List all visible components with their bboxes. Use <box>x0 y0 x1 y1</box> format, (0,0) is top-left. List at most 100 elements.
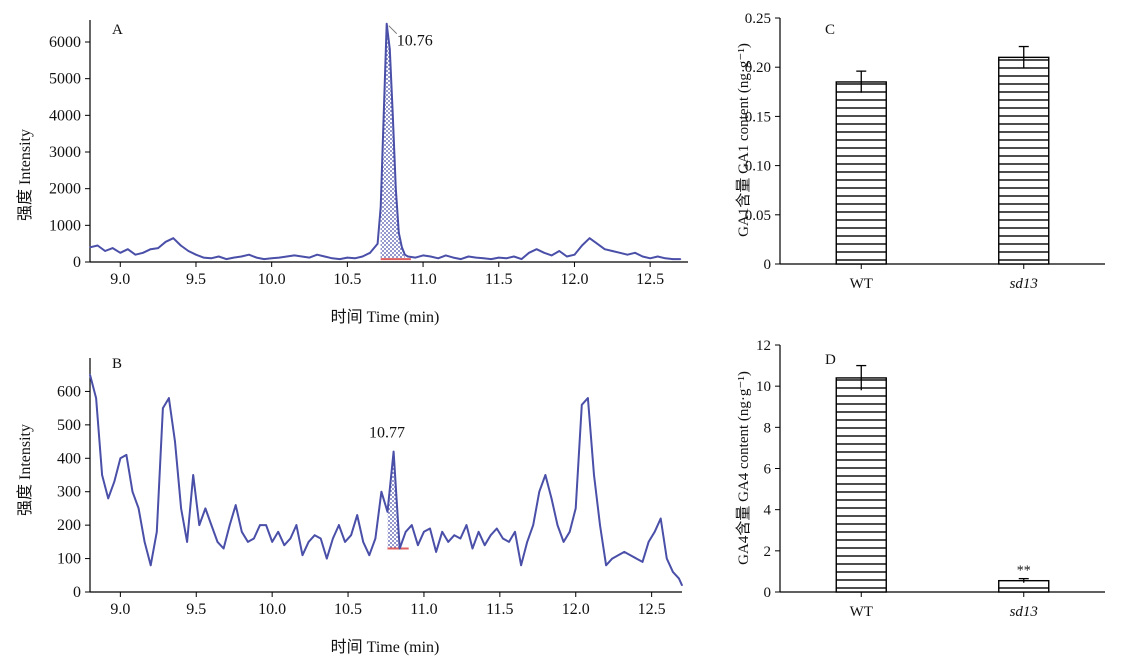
chromatogram-trace <box>89 374 683 586</box>
trace-point <box>672 258 674 260</box>
trace-point <box>532 524 534 526</box>
trace-point <box>386 511 389 513</box>
trace-point <box>395 187 397 190</box>
category-label: WT <box>850 276 873 292</box>
trace-point <box>307 541 310 543</box>
trace-point <box>653 531 656 533</box>
trace-point <box>241 531 243 533</box>
trace-point <box>225 258 228 260</box>
trace-point <box>611 250 614 252</box>
y-tick-label: 400 <box>57 450 81 467</box>
y-tick-label: 0.10 <box>745 159 771 175</box>
trace-point <box>445 254 447 257</box>
x-tick-label: 9.5 <box>186 271 206 288</box>
trace-point <box>452 256 455 259</box>
y-tick-label: 0 <box>764 257 772 273</box>
category-label: sd13 <box>1010 276 1038 292</box>
y-tick-label: 300 <box>57 484 81 501</box>
trace-point <box>265 524 267 526</box>
y-tick-label: 0.20 <box>745 60 771 76</box>
trace-point <box>149 564 152 567</box>
trace-point <box>502 537 504 540</box>
trace-point <box>157 247 159 249</box>
trace-point <box>186 541 188 543</box>
trace-point <box>134 253 137 256</box>
trace-point <box>217 255 220 258</box>
trace-point <box>423 531 425 533</box>
trace-point <box>417 544 419 546</box>
trace-point <box>647 541 650 543</box>
trace-point <box>611 557 613 560</box>
trace-point <box>526 541 528 543</box>
y-tick-label: 4 <box>764 503 772 519</box>
trace-point <box>411 524 413 526</box>
trace-point <box>255 256 258 259</box>
trace-point <box>180 244 182 247</box>
trace-point <box>467 255 470 258</box>
trace-point <box>617 554 619 556</box>
trace-point <box>520 564 522 567</box>
trace-point <box>295 524 298 526</box>
x-tick-label: 11.5 <box>486 601 513 618</box>
y-tick-label: 0.05 <box>745 208 771 224</box>
trace-point <box>465 524 468 526</box>
trace-point <box>666 557 668 560</box>
x-tick-label: 12.5 <box>636 271 664 288</box>
trace-point <box>301 255 303 258</box>
trace-point <box>623 551 626 553</box>
trace-point <box>414 256 417 259</box>
y-tick-label: 200 <box>57 517 81 534</box>
trace-point <box>603 248 606 250</box>
bar <box>998 56 1050 265</box>
x-tick-label: 12.0 <box>562 601 590 618</box>
x-tick-label: 12.0 <box>560 271 588 288</box>
trace-point <box>338 524 340 526</box>
trace-point <box>490 258 493 260</box>
trace-point <box>535 248 538 250</box>
peak-label: 10.76 <box>397 33 433 50</box>
trace-point <box>125 454 128 456</box>
trace-point <box>626 253 629 256</box>
y-tick-label: 12 <box>756 338 771 354</box>
y-tick-label: 5000 <box>49 71 81 88</box>
trace-point <box>119 252 122 254</box>
y-tick-label: 0 <box>764 585 772 601</box>
x-tick-label: 9.0 <box>110 271 130 288</box>
trace-point <box>202 256 205 259</box>
trace-point <box>587 397 589 399</box>
trace-point <box>429 255 432 258</box>
peak-area <box>380 23 405 260</box>
trace-point <box>508 541 510 543</box>
trace-point <box>277 531 280 533</box>
trace-point <box>313 534 316 536</box>
trace-point <box>283 544 286 546</box>
trace-point <box>253 537 255 540</box>
trace-point <box>216 541 219 543</box>
trace-point <box>489 534 492 536</box>
bar-chart-d: D GA4含量 GA4 content (ng·g⁻¹) 0 2 4 6 8 10 12 WT… <box>735 338 1105 620</box>
significance-mark: ** <box>1017 564 1031 579</box>
trace-point <box>143 541 146 543</box>
trace-point <box>441 531 444 533</box>
trace-point <box>385 22 388 25</box>
trace-point <box>332 537 334 540</box>
trace-point <box>550 254 553 257</box>
panel-c-ylabel: GA1含量 GA1 content (ng·g⁻¹) <box>735 43 752 237</box>
panel-a-ylabel: 强度 Intensity <box>16 129 34 221</box>
peak-area <box>387 451 400 549</box>
trace-point <box>562 541 565 543</box>
trace-point <box>404 253 406 256</box>
trace-point <box>619 252 621 254</box>
trace-point <box>656 255 659 258</box>
y-tick-label: 1000 <box>49 217 81 234</box>
trace-point <box>544 474 547 476</box>
trace-point <box>379 206 382 208</box>
panel-b-ylabel: 强度 Intensity <box>16 424 34 516</box>
trace-point <box>210 524 213 526</box>
y-tick-label: 0.25 <box>745 11 771 27</box>
trace-point <box>344 541 346 543</box>
bar <box>835 81 887 265</box>
trace-point <box>142 252 144 254</box>
trace-point <box>278 256 281 259</box>
